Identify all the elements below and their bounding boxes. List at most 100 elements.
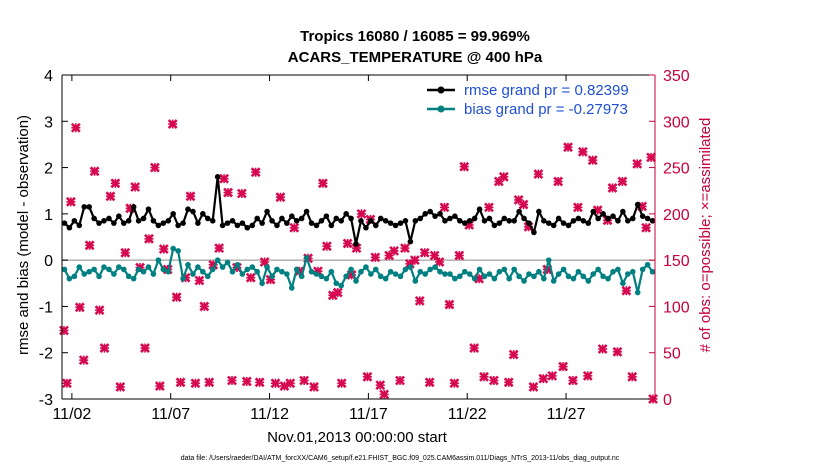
- rmse-point: [372, 222, 379, 229]
- bias-point: [353, 278, 359, 284]
- rmse-point: [531, 229, 537, 236]
- bias-point: [61, 266, 68, 273]
- y-left-tick-label: -1: [39, 299, 53, 316]
- bias-point: [368, 271, 374, 277]
- obs-point: [612, 346, 623, 357]
- y-left-tick-label: 2: [44, 161, 53, 178]
- obs-point: [582, 370, 593, 381]
- obs-point: [503, 377, 514, 388]
- rmse-point: [96, 220, 102, 226]
- rmse-point: [382, 218, 389, 224]
- bias-point: [249, 264, 256, 270]
- obs-point: [110, 178, 121, 189]
- obs-point: [558, 361, 569, 372]
- rmse-point: [461, 220, 468, 226]
- y-right-tick-label: 50: [663, 346, 681, 363]
- rmse-point: [368, 218, 374, 224]
- obs-point: [115, 382, 126, 392]
- bias-point: [170, 245, 176, 252]
- y-left-tick-label: -2: [39, 346, 53, 363]
- rmse-point: [66, 224, 73, 231]
- rmse-point: [130, 204, 137, 210]
- rmse-point: [412, 218, 419, 224]
- rmse-point: [486, 215, 493, 222]
- obs-point: [459, 161, 470, 172]
- bias-point: [343, 273, 349, 280]
- rmse-point: [214, 174, 221, 180]
- rmse-point: [254, 215, 260, 222]
- rmse-point: [516, 208, 522, 215]
- obs-point: [327, 290, 338, 301]
- obs-point: [105, 191, 116, 202]
- y-right-tick-label: 250: [663, 161, 690, 178]
- bias-point: [511, 266, 517, 273]
- obs-point: [171, 292, 182, 303]
- bias-point: [363, 264, 369, 270]
- obs-point: [185, 191, 196, 202]
- bias-point: [610, 268, 616, 275]
- obs-point: [370, 252, 381, 263]
- obs-point: [299, 375, 310, 386]
- obs-point: [400, 243, 410, 254]
- y-right-tick-label: 100: [663, 299, 690, 316]
- obs-point: [332, 287, 343, 298]
- bias-point: [195, 264, 201, 270]
- obs-point: [424, 377, 435, 388]
- obs-point: [454, 250, 465, 261]
- rmse-point: [545, 220, 552, 226]
- rmse-point: [116, 213, 122, 219]
- rmse-point: [629, 215, 636, 222]
- obs-count-series: [59, 119, 658, 404]
- bias-point: [234, 261, 241, 268]
- obs-point: [214, 243, 225, 254]
- obs-point: [78, 355, 89, 366]
- rmse-point: [155, 222, 162, 229]
- rmse-point: [328, 222, 335, 229]
- rmse-point: [318, 218, 325, 224]
- bias-point: [615, 266, 621, 273]
- obs-point: [241, 376, 252, 387]
- bias-point: [397, 273, 404, 280]
- y-right-tick-label: 150: [663, 253, 690, 270]
- rmse-point: [244, 224, 251, 231]
- rmse-point: [298, 215, 305, 222]
- y-right-tick-label: 300: [663, 114, 690, 131]
- bias-point: [580, 273, 587, 280]
- y-left-tick-label: 4: [44, 68, 53, 85]
- bias-point: [600, 273, 606, 280]
- bias-point: [204, 273, 211, 280]
- x-tick-label: 11/17: [349, 406, 388, 423]
- rmse-point: [447, 215, 453, 222]
- rmse-point: [91, 215, 97, 222]
- rmse-point: [585, 220, 592, 226]
- y-axis-right-label: # of obs: o=possible; ×=assimilated: [697, 118, 714, 353]
- rmse-point: [323, 213, 330, 219]
- rmse-series: [61, 174, 656, 247]
- rmse-point: [649, 218, 656, 224]
- bias-point: [160, 266, 167, 273]
- rmse-point: [481, 218, 488, 224]
- rmse-point: [422, 211, 429, 217]
- bias-point: [209, 266, 216, 273]
- x-tick-label: 11/02: [52, 406, 91, 423]
- legend-bias-marker: [437, 105, 445, 113]
- bias-point: [447, 271, 453, 277]
- obs-point: [597, 344, 608, 354]
- obs-point: [533, 169, 544, 179]
- bias-point: [214, 257, 221, 263]
- bias-point: [457, 273, 463, 280]
- rmse-point: [76, 222, 83, 229]
- bias-point: [555, 271, 562, 277]
- obs-point: [70, 122, 81, 133]
- bias-point: [377, 273, 384, 280]
- y-left-tick-label: 0: [44, 253, 53, 270]
- bias-point: [200, 268, 206, 275]
- bias-point: [545, 257, 552, 263]
- legend-rmse-label: rmse grand pr = 0.82399: [464, 82, 629, 99]
- obs-point: [479, 371, 489, 382]
- bias-point: [536, 268, 542, 275]
- bias-point: [333, 280, 340, 287]
- rmse-point: [639, 213, 646, 219]
- bias-point: [185, 261, 191, 268]
